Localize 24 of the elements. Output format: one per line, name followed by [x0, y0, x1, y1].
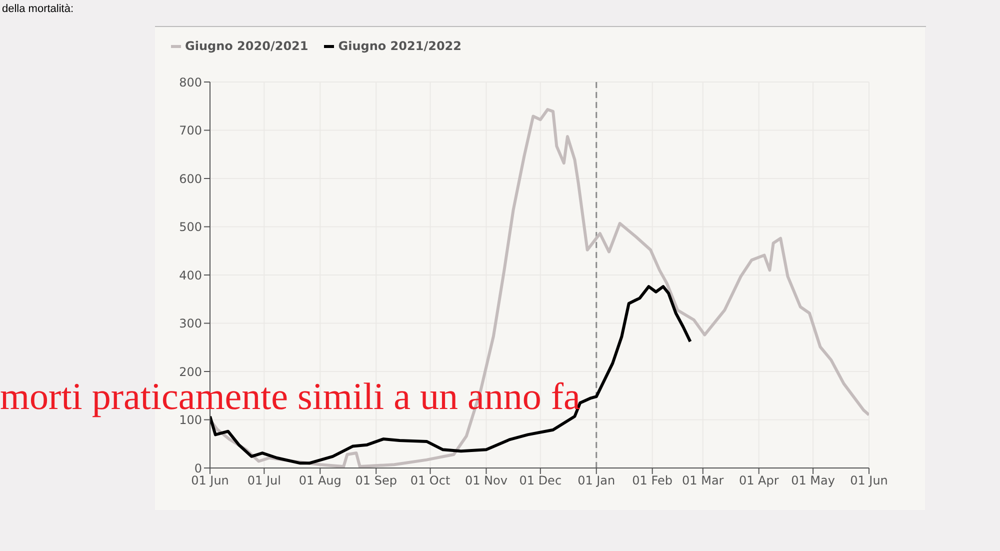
x-tick-label: 01 Dec [519, 474, 562, 488]
y-tick-label: 600 [179, 172, 202, 186]
y-tick-label: 800 [179, 75, 202, 90]
x-tick-label: 01 Jun [850, 474, 888, 488]
text: della mortalità: [2, 3, 74, 15]
y-tick-label: 700 [179, 124, 202, 138]
legend-label: Giugno 2021/2022 [337, 39, 462, 53]
x-tick-label: 01 Jun [191, 474, 229, 488]
x-tick-label: 01 Apr [738, 474, 779, 488]
y-tick-label: 200 [179, 364, 202, 379]
y-tick-label: 0 [194, 461, 202, 476]
legend-label: Giugno 2020/2021 [184, 39, 308, 53]
x-tick-label: 01 Oct [410, 474, 450, 488]
y-tick-label: 400 [179, 268, 202, 282]
x-tick-label: 01 Nov [464, 474, 508, 488]
x-tick-label: 01 Jul [247, 474, 281, 488]
x-tick-label: 01 Mar [682, 474, 724, 488]
x-tick-label: 01 Feb [632, 474, 673, 488]
y-tick-label: 300 [179, 316, 202, 331]
y-tick-label: 500 [179, 220, 202, 234]
x-tick-label: 01 Aug [298, 474, 342, 488]
x-tick-label: 01 May [791, 474, 835, 488]
x-tick-label: 01 Jan [578, 474, 616, 488]
x-tick-label: 01 Sep [355, 474, 397, 488]
